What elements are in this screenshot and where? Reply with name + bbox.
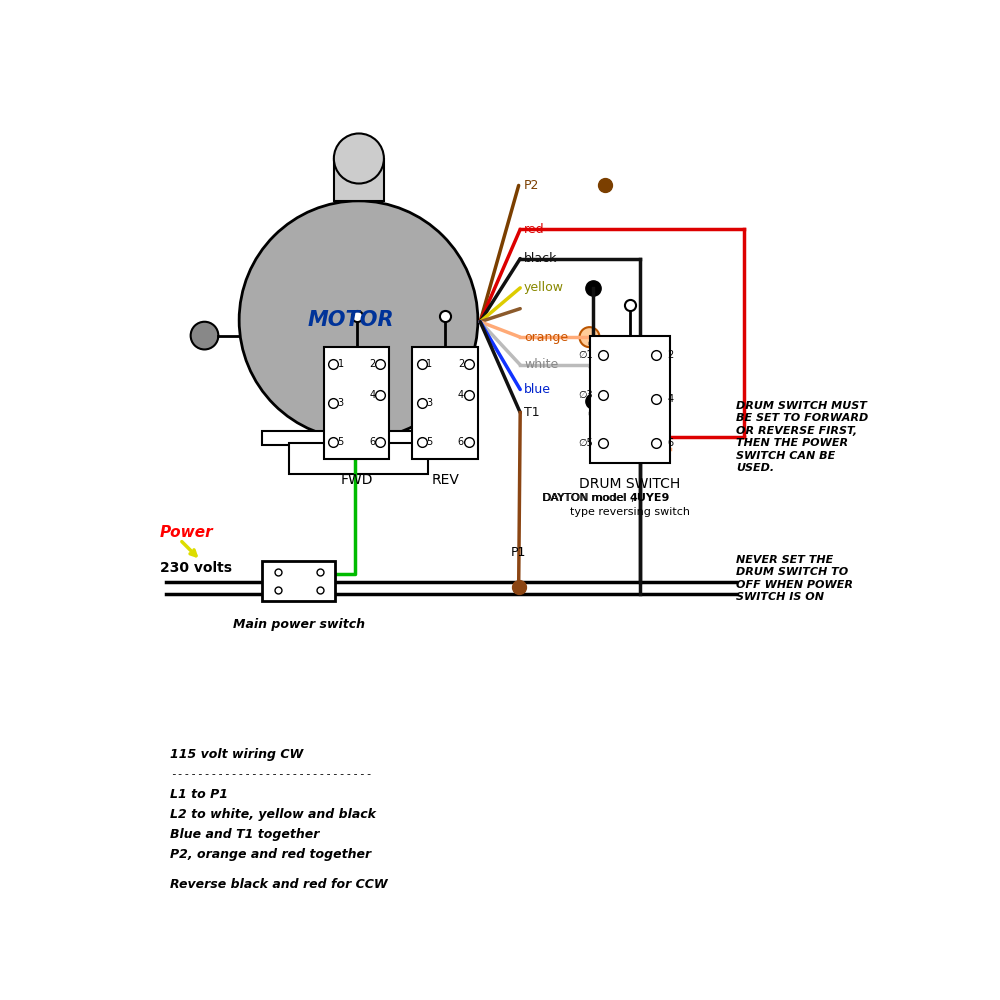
- Bar: [334, 158, 384, 201]
- Text: 6: 6: [369, 437, 375, 447]
- Text: Reverse black and red for CCW: Reverse black and red for CCW: [170, 878, 387, 891]
- Text: white: white: [524, 358, 558, 371]
- Text: 2: 2: [369, 359, 375, 369]
- Text: 4: 4: [667, 394, 673, 404]
- Text: P1: P1: [511, 546, 526, 559]
- Text: ------------------------------: ------------------------------: [170, 769, 372, 779]
- Circle shape: [239, 201, 478, 440]
- Text: 6: 6: [458, 437, 464, 447]
- Text: orange: orange: [524, 331, 568, 344]
- Circle shape: [191, 322, 218, 349]
- Text: 5: 5: [338, 437, 344, 447]
- Circle shape: [579, 327, 600, 347]
- Text: yellow: yellow: [524, 281, 564, 294]
- Bar: [412, 347, 478, 459]
- Text: 1: 1: [426, 359, 432, 369]
- Text: DRUM SWITCH: DRUM SWITCH: [579, 477, 681, 491]
- Bar: [590, 336, 670, 463]
- Text: REV: REV: [431, 473, 459, 487]
- Text: ,: ,: [630, 493, 633, 503]
- Text: 6: 6: [667, 438, 673, 448]
- Text: FWD: FWD: [340, 473, 373, 487]
- Text: ∅5: ∅5: [578, 438, 593, 448]
- Text: 2: 2: [458, 359, 464, 369]
- Text: 3: 3: [338, 398, 344, 408]
- Text: 2: 2: [667, 350, 674, 360]
- Text: L2 to white, yellow and black: L2 to white, yellow and black: [170, 808, 376, 821]
- Text: ∅3: ∅3: [578, 390, 593, 400]
- Text: 230 volts: 230 volts: [160, 561, 232, 575]
- Text: P2, orange and red together: P2, orange and red together: [170, 848, 371, 861]
- Text: Main power switch: Main power switch: [233, 618, 365, 631]
- Text: blue: blue: [524, 383, 551, 396]
- Text: ∅1: ∅1: [578, 350, 593, 360]
- Text: T1: T1: [524, 406, 540, 419]
- Text: 115 volt wiring CW: 115 volt wiring CW: [170, 748, 303, 761]
- Text: type reversing switch: type reversing switch: [570, 507, 690, 517]
- Text: MOTOR: MOTOR: [307, 310, 394, 330]
- Circle shape: [334, 133, 384, 184]
- Text: DAYTON model: DAYTON model: [542, 493, 629, 503]
- Text: black: black: [524, 252, 557, 265]
- Text: NEVER SET THE
DRUM SWITCH TO
OFF WHEN POWER
SWITCH IS ON: NEVER SET THE DRUM SWITCH TO OFF WHEN PO…: [736, 555, 853, 602]
- Text: 1: 1: [338, 359, 344, 369]
- Text: 4UYE9: 4UYE9: [630, 493, 670, 503]
- Text: red: red: [524, 223, 545, 236]
- Text: L1 to P1: L1 to P1: [170, 788, 228, 801]
- Text: Power: Power: [160, 525, 213, 540]
- Text: DRUM SWITCH MUST
BE SET TO FORWARD
OR REVERSE FIRST,
THEN THE POWER
SWITCH CAN B: DRUM SWITCH MUST BE SET TO FORWARD OR RE…: [736, 401, 868, 473]
- Bar: [289, 443, 428, 474]
- Text: P2: P2: [524, 179, 539, 192]
- Text: 3: 3: [426, 398, 432, 408]
- Bar: [262, 561, 335, 601]
- Bar: [324, 347, 389, 459]
- Text: Blue and T1 together: Blue and T1 together: [170, 828, 319, 841]
- Text: 4: 4: [458, 390, 464, 400]
- Text: 5: 5: [426, 437, 432, 447]
- Bar: [262, 431, 455, 445]
- Text: 4: 4: [369, 390, 375, 400]
- Text: DAYTON model: DAYTON model: [543, 493, 630, 503]
